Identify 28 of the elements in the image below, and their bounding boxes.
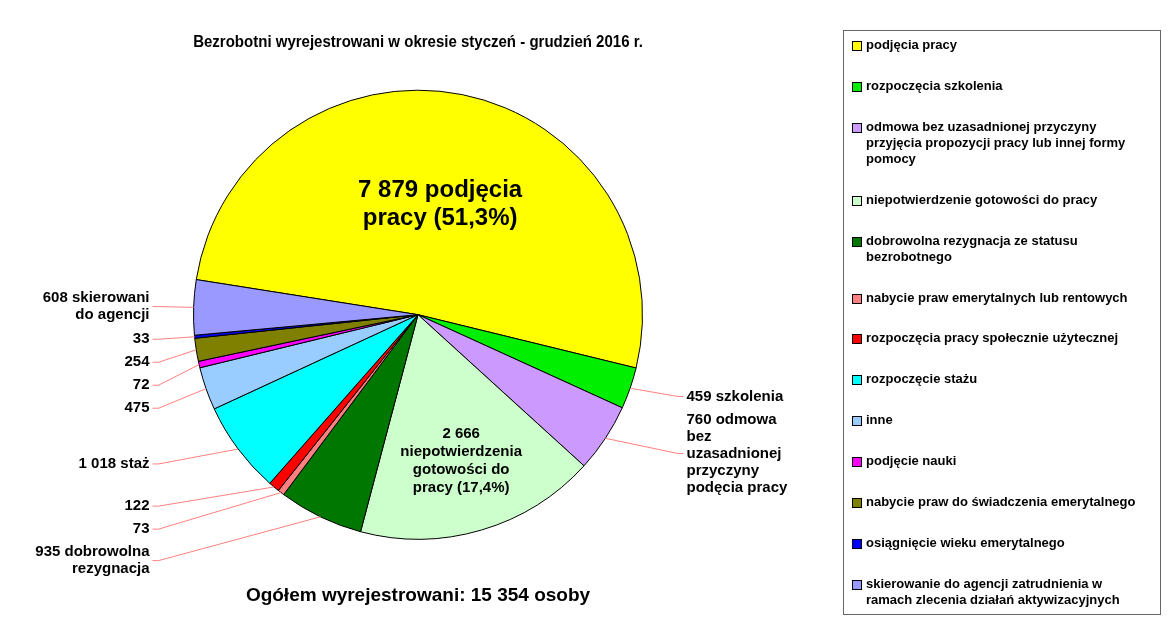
- legend-label: dobrowolna rezygnacja ze statusu bezrobotnego: [866, 232, 1079, 265]
- data-label: 2 666 niepotwierdzenia gotowości do pracy (17,4%): [400, 424, 523, 496]
- data-label: 1 018 staż: [78, 454, 150, 472]
- data-label: 122: [124, 496, 150, 514]
- legend-label: nabycie praw do świadczenia emerytalnego: [866, 494, 1136, 511]
- data-label: 72: [132, 375, 150, 393]
- data-label: 935 dobrowolna rezygnacja: [35, 542, 151, 577]
- data-label: 475: [124, 398, 150, 416]
- text: Ogółem wyrejestrowani: 15 354 osoby: [245, 584, 591, 606]
- legend-label: skierowanie do agencji zatrudnienia w ramach zlecenia działań aktywizacyjnych: [866, 575, 1121, 608]
- legend-label: rozpoczęcia pracy społecznie użytecznej: [866, 330, 1119, 347]
- legend-label: podjęcia pracy: [866, 37, 958, 53]
- legend-label: nabycie praw emerytalnych lub rentowych: [866, 289, 1128, 306]
- legend-label: podjęcie nauki: [866, 453, 957, 470]
- data-label: 254: [124, 352, 151, 370]
- data-label: 33: [132, 329, 150, 347]
- data-label: 608 skierowani do agencji: [42, 288, 150, 323]
- legend-label: rozpoczęcie stażu: [866, 371, 978, 388]
- legend-label: odmowa bez uzasadnionej przyczyny przyjęcia propozycji pracy lub innej formy pomocy: [866, 118, 1127, 167]
- legend-label: osiągnięcie wieku emerytalnego: [866, 534, 1065, 551]
- legend-label: inne: [866, 412, 893, 429]
- legend-label: niepotwierdzenie gotowości do pracy: [866, 191, 1098, 208]
- data-label: 459 szkolenia: [686, 386, 784, 404]
- data-label: 73: [132, 519, 150, 537]
- data-label: 7 879 podjęcia pracy (51,3%): [358, 175, 523, 231]
- chart-title: Bezrobotni wyrejestrowani w okresie styczeń - grudzień 2016 r.: [193, 30, 643, 51]
- data-label: 760 odmowa bez uzasadnionej przyczyny podęcia pracy: [686, 409, 789, 495]
- legend-label: rozpoczęcia szkolenia: [866, 77, 1003, 94]
